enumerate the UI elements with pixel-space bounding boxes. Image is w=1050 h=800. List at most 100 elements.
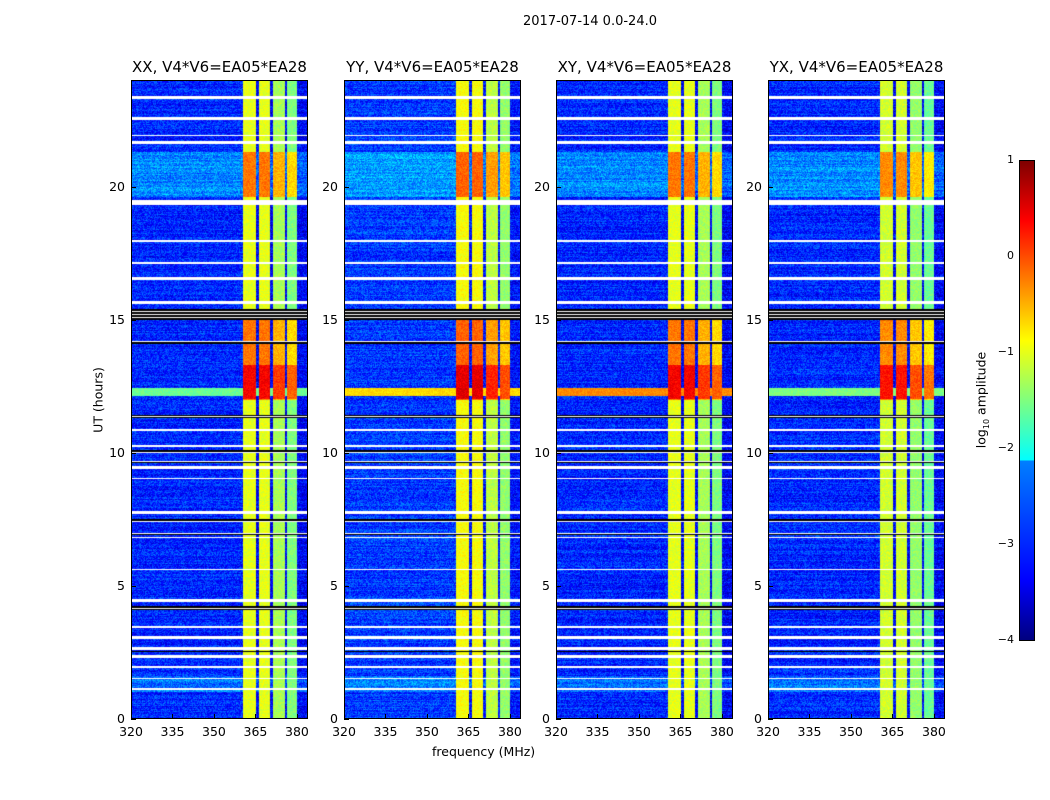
figure-title: 2017-07-14 0.0-24.0 — [523, 14, 657, 29]
x-tick-label: 365 — [668, 724, 693, 739]
x-tick-label: 335 — [160, 724, 185, 739]
x-tick-mark — [721, 714, 723, 719]
x-tick-mark — [296, 714, 298, 719]
x-tick-mark — [680, 714, 682, 719]
colorbar — [1019, 160, 1035, 641]
y-tick-mark — [131, 585, 136, 587]
x-tick-label: 365 — [456, 724, 481, 739]
heatmap-image — [556, 80, 733, 719]
y-tick-mark — [768, 186, 773, 188]
x-tick-mark — [768, 714, 769, 719]
colorbar-tick-label: −1 — [997, 345, 1014, 358]
colorbar-tick-label: −4 — [997, 633, 1014, 646]
y-tick-label: 10 — [322, 444, 338, 460]
y-tick-label: 10 — [746, 444, 762, 460]
y-tick-mark — [131, 186, 136, 188]
x-tick-label: 350 — [839, 724, 863, 739]
y-tick-label: 5 — [117, 577, 125, 593]
x-tick-label: 320 — [544, 724, 568, 739]
x-tick-mark — [344, 714, 345, 719]
x-tick-mark — [556, 714, 557, 719]
y-tick-label: 20 — [109, 178, 125, 194]
y-tick-label: 5 — [542, 577, 550, 593]
plot-frame — [556, 80, 733, 719]
y-tick-mark — [768, 452, 773, 454]
heatmap-image — [768, 80, 945, 719]
y-tick-mark — [556, 452, 561, 454]
y-tick-mark — [556, 585, 561, 587]
x-tick-label: 350 — [202, 724, 226, 739]
x-axis-label: frequency (MHz) — [432, 744, 536, 759]
colorbar-tick-label: −2 — [997, 441, 1014, 454]
x-tick-label: 365 — [243, 724, 268, 739]
panel-title: XX, V4*V6=EA05*EA28 — [132, 58, 307, 76]
panel-title: YX, V4*V6=EA05*EA28 — [769, 58, 944, 76]
x-tick-label: 380 — [285, 724, 309, 739]
y-tick-label: 20 — [534, 178, 550, 194]
x-tick-mark — [172, 714, 174, 719]
x-tick-mark — [213, 714, 215, 719]
heatmap-image — [344, 80, 521, 719]
y-tick-label: 15 — [322, 311, 338, 327]
x-tick-label: 350 — [415, 724, 439, 739]
y-tick-mark — [768, 585, 773, 587]
y-axis-label: UT (hours) — [90, 367, 106, 433]
y-tick-mark — [344, 719, 349, 720]
spectrogram-panel-1: XX, V4*V6=EA05*EA28 320 335 350 365 380 0 5 10 15… — [109, 58, 309, 739]
x-tick-label: 320 — [756, 724, 780, 739]
y-tick-label: 10 — [109, 444, 125, 460]
x-tick-mark — [509, 714, 511, 719]
spectrogram-panel-3: XY, V4*V6=EA05*EA28 320 335 350 365 380 0 5 10 15… — [534, 58, 734, 739]
y-tick-label: 0 — [754, 711, 762, 726]
plot-frame — [131, 80, 308, 719]
plot-frame — [768, 80, 945, 719]
y-tick-mark — [344, 186, 349, 188]
y-tick-label: 15 — [746, 311, 762, 327]
panel-title: YY, V4*V6=EA05*EA28 — [346, 58, 519, 76]
x-tick-label: 380 — [710, 724, 734, 739]
y-tick-label: 5 — [330, 577, 338, 593]
x-tick-label: 335 — [797, 724, 822, 739]
x-tick-label: 320 — [332, 724, 356, 739]
y-tick-label: 10 — [534, 444, 550, 460]
y-tick-mark — [344, 452, 349, 454]
x-tick-label: 320 — [119, 724, 143, 739]
y-tick-mark — [556, 319, 561, 321]
x-tick-mark — [892, 714, 894, 719]
plot-frame — [344, 80, 521, 719]
colorbar-label: log10 amplitude — [973, 351, 991, 449]
x-tick-label: 365 — [880, 724, 905, 739]
x-tick-mark — [809, 714, 811, 719]
y-tick-label: 15 — [109, 311, 125, 327]
colorbar-tick-label: −3 — [997, 537, 1014, 550]
y-tick-label: 0 — [330, 711, 338, 726]
y-tick-mark — [556, 719, 561, 720]
y-tick-mark — [131, 319, 136, 321]
y-tick-mark — [768, 719, 773, 720]
x-tick-label: 335 — [373, 724, 398, 739]
panel-title: XY, V4*V6=EA05*EA28 — [557, 58, 732, 76]
heatmap-image — [131, 80, 308, 719]
x-tick-mark — [385, 714, 387, 719]
x-tick-label: 380 — [922, 724, 946, 739]
colorbar-tick-label: 0 — [1007, 249, 1014, 262]
y-tick-label: 20 — [322, 178, 338, 194]
x-tick-mark — [638, 714, 640, 719]
y-tick-label: 0 — [542, 711, 550, 726]
x-tick-mark — [850, 714, 852, 719]
x-tick-label: 380 — [498, 724, 522, 739]
y-tick-label: 15 — [534, 311, 550, 327]
y-tick-mark — [344, 585, 349, 587]
y-tick-label: 0 — [117, 711, 125, 726]
x-tick-label: 335 — [585, 724, 610, 739]
y-tick-label: 20 — [746, 178, 762, 194]
y-tick-mark — [344, 319, 349, 321]
y-tick-mark — [768, 319, 773, 321]
x-tick-mark — [468, 714, 470, 719]
x-tick-mark — [597, 714, 599, 719]
y-tick-mark — [556, 186, 561, 188]
colorbar-tick-label: 1 — [1007, 153, 1014, 166]
y-tick-mark — [131, 719, 136, 720]
x-tick-label: 350 — [627, 724, 651, 739]
x-tick-mark — [131, 714, 132, 719]
